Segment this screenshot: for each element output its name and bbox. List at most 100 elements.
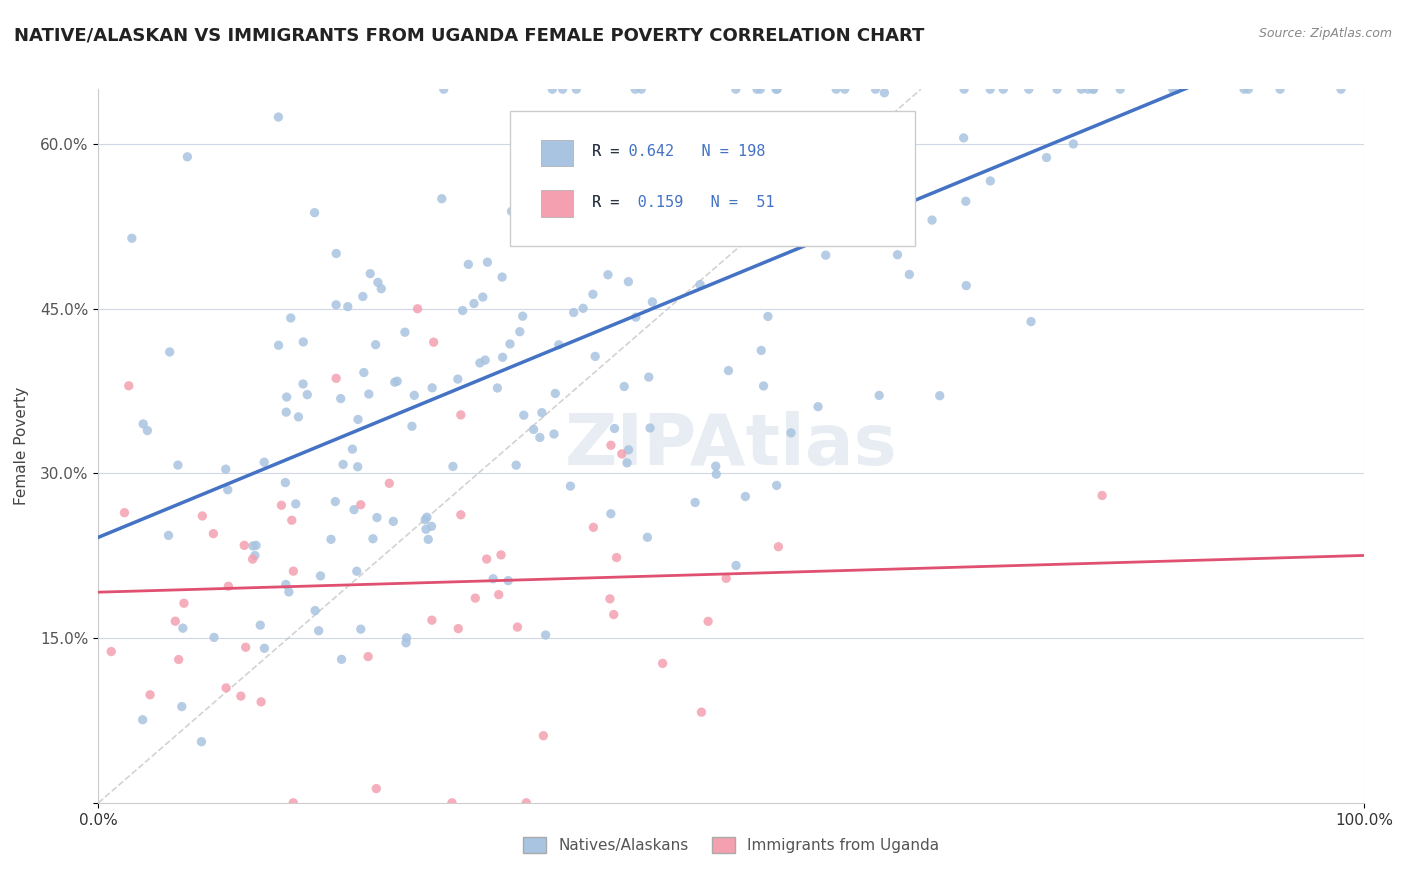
- Point: [599, 591, 621, 606]
- Point: [292, 334, 315, 349]
- Point: [582, 287, 605, 301]
- Point: [229, 689, 252, 703]
- Point: [235, 640, 257, 655]
- Point: [505, 458, 527, 472]
- FancyBboxPatch shape: [510, 111, 914, 246]
- Point: [404, 388, 426, 402]
- Point: [463, 296, 485, 310]
- Point: [993, 82, 1015, 96]
- Point: [613, 379, 636, 393]
- Point: [332, 458, 354, 472]
- Point: [1083, 82, 1105, 96]
- Point: [167, 458, 190, 472]
- Point: [780, 425, 803, 440]
- Point: [357, 649, 380, 664]
- Point: [807, 400, 830, 414]
- Point: [599, 507, 621, 521]
- Text: NATIVE/ALASKAN VS IMMIGRANTS FROM UGANDA FEMALE POVERTY CORRELATION CHART: NATIVE/ALASKAN VS IMMIGRANTS FROM UGANDA…: [14, 27, 924, 45]
- Point: [872, 227, 894, 242]
- Point: [749, 82, 772, 96]
- Point: [401, 419, 423, 434]
- Point: [217, 483, 239, 497]
- Point: [749, 180, 772, 194]
- Point: [267, 110, 290, 124]
- Point: [343, 502, 366, 516]
- Point: [450, 508, 472, 522]
- Point: [768, 540, 790, 554]
- Point: [450, 408, 472, 422]
- Point: [512, 309, 534, 323]
- Point: [190, 734, 212, 748]
- Point: [596, 268, 619, 282]
- Point: [191, 508, 214, 523]
- Point: [1081, 82, 1104, 96]
- Point: [638, 421, 661, 435]
- Point: [827, 194, 849, 208]
- Point: [172, 621, 194, 635]
- Point: [422, 335, 444, 350]
- Point: [346, 459, 368, 474]
- Point: [474, 353, 496, 368]
- Point: [544, 386, 567, 401]
- Point: [242, 539, 264, 553]
- Point: [250, 695, 273, 709]
- Point: [734, 490, 756, 504]
- Point: [283, 564, 305, 578]
- Point: [547, 122, 569, 136]
- Point: [304, 604, 326, 618]
- Point: [551, 82, 574, 96]
- Point: [242, 552, 264, 566]
- Point: [308, 624, 330, 638]
- Point: [361, 532, 384, 546]
- Point: [1077, 82, 1099, 96]
- Point: [346, 564, 368, 578]
- Point: [297, 387, 319, 401]
- Point: [477, 255, 499, 269]
- Point: [714, 571, 737, 585]
- Point: [529, 430, 551, 444]
- Point: [468, 356, 491, 370]
- Point: [433, 82, 456, 96]
- Point: [501, 204, 523, 219]
- Point: [352, 289, 374, 303]
- Point: [530, 406, 553, 420]
- Point: [217, 579, 239, 593]
- Point: [394, 325, 416, 339]
- Point: [139, 688, 162, 702]
- Point: [499, 337, 522, 351]
- Point: [591, 176, 613, 190]
- Point: [319, 533, 342, 547]
- Point: [955, 194, 977, 209]
- Point: [167, 652, 190, 666]
- Point: [342, 442, 364, 457]
- Point: [441, 459, 464, 474]
- Point: [825, 82, 848, 96]
- Point: [921, 213, 943, 227]
- Point: [364, 337, 387, 351]
- Point: [100, 644, 122, 658]
- Point: [370, 282, 392, 296]
- Point: [173, 596, 195, 610]
- Point: [304, 205, 326, 219]
- Point: [543, 427, 565, 442]
- Point: [686, 189, 709, 203]
- Point: [292, 376, 315, 391]
- Point: [692, 183, 714, 197]
- Point: [689, 277, 711, 292]
- Point: [357, 387, 380, 401]
- Point: [325, 371, 347, 385]
- Point: [457, 257, 479, 271]
- Text: R = 0.642   N = 198: R = 0.642 N = 198: [592, 144, 765, 159]
- Point: [274, 577, 297, 591]
- Point: [249, 618, 271, 632]
- Point: [765, 478, 787, 492]
- Point: [697, 615, 720, 629]
- Point: [610, 447, 633, 461]
- Point: [323, 494, 346, 508]
- Point: [276, 390, 298, 404]
- Point: [979, 174, 1001, 188]
- Point: [873, 86, 896, 100]
- Point: [756, 310, 779, 324]
- Point: [624, 310, 647, 325]
- Point: [253, 641, 276, 656]
